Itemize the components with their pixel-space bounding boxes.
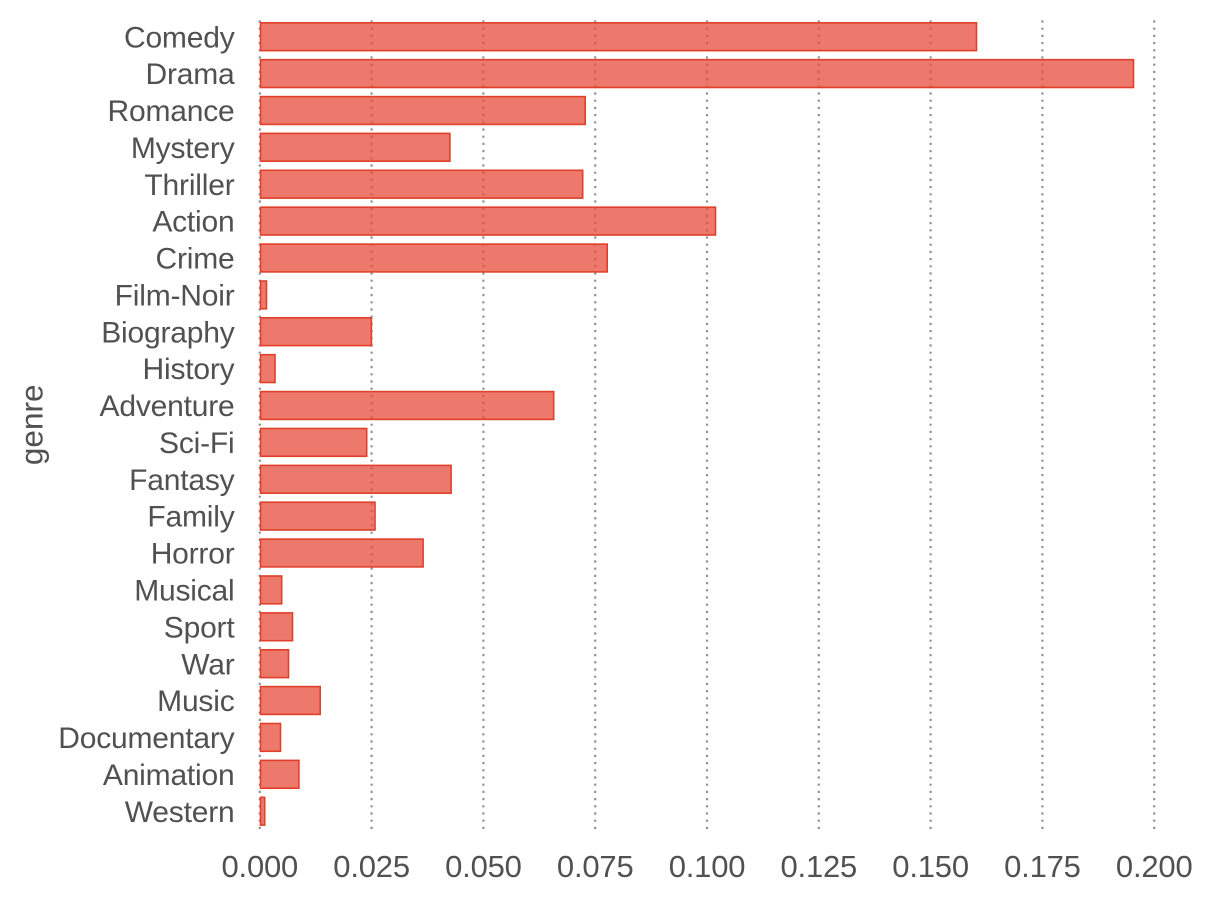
svg-text:0.025: 0.025	[333, 849, 410, 884]
svg-text:0.150: 0.150	[892, 849, 969, 884]
svg-text:0.050: 0.050	[445, 849, 522, 884]
svg-text:Film-Noir: Film-Noir	[115, 280, 235, 313]
svg-text:Adventure: Adventure	[100, 390, 235, 423]
svg-text:Horror: Horror	[151, 538, 235, 571]
svg-text:Thriller: Thriller	[144, 169, 234, 202]
svg-text:Drama: Drama	[145, 58, 235, 91]
svg-text:Action: Action	[152, 206, 234, 239]
svg-text:Sci-Fi: Sci-Fi	[159, 427, 234, 460]
svg-text:0.175: 0.175	[1004, 849, 1081, 884]
svg-text:Sport: Sport	[164, 611, 236, 644]
svg-text:Animation: Animation	[103, 759, 235, 792]
svg-text:History: History	[143, 353, 235, 386]
svg-text:0.075: 0.075	[557, 849, 634, 884]
svg-text:Romance: Romance	[108, 95, 235, 128]
svg-text:Fantasy: Fantasy	[129, 464, 235, 497]
svg-text:War: War	[181, 648, 234, 681]
svg-text:Biography: Biography	[101, 316, 234, 349]
svg-text:genre: genre	[14, 385, 50, 466]
svg-text:Crime: Crime	[156, 243, 235, 276]
svg-text:0.100: 0.100	[669, 849, 746, 884]
svg-text:0.125: 0.125	[781, 849, 858, 884]
svg-text:Family: Family	[147, 501, 234, 534]
svg-text:Documentary: Documentary	[58, 722, 234, 755]
svg-text:Music: Music	[157, 685, 235, 718]
svg-text:0.000: 0.000	[222, 849, 299, 884]
svg-text:Musical: Musical	[134, 575, 234, 608]
svg-text:Comedy: Comedy	[124, 21, 235, 54]
svg-text:0.200: 0.200	[1116, 849, 1193, 884]
svg-text:Western: Western	[125, 796, 235, 829]
svg-text:Mystery: Mystery	[131, 132, 235, 165]
